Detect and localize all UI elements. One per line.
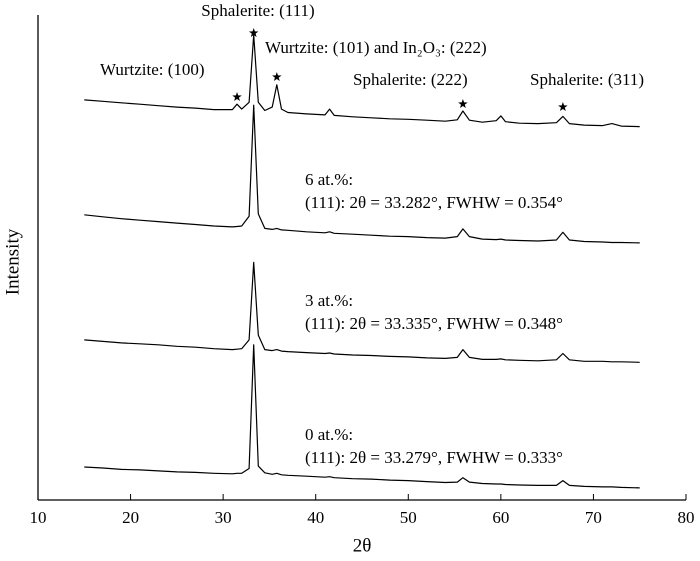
peak-star — [458, 99, 468, 108]
series-note: (111): 2θ = 33.335°, FWHW = 0.348° — [305, 314, 563, 333]
x-tick-label: 70 — [585, 508, 602, 527]
annotation: Sphalerite: (222) — [353, 70, 468, 89]
annotation: Wurtzite: (101) and In₂O₃: (222) — [265, 38, 487, 57]
x-axis-label: 2θ — [353, 535, 372, 556]
x-tick-label: 10 — [30, 508, 47, 527]
x-tick-label: 50 — [400, 508, 417, 527]
x-tick-label: 40 — [307, 508, 324, 527]
y-axis-label: Intensity — [2, 228, 23, 295]
series-line — [84, 344, 640, 489]
series-label: 6 at.%: — [305, 170, 353, 189]
x-tick-label: 30 — [215, 508, 232, 527]
series-line — [84, 261, 640, 363]
series-label: 0 at.%: — [305, 425, 353, 444]
x-tick-label: 80 — [678, 508, 695, 527]
annotation: Sphalerite: (111) — [201, 1, 314, 20]
series-line — [84, 104, 640, 244]
peak-star — [558, 102, 568, 111]
series-line — [84, 34, 640, 128]
x-tick-label: 20 — [122, 508, 139, 527]
annotation: Wurtzite: (100) — [100, 60, 205, 79]
series-note: (111): 2θ = 33.279°, FWHW = 0.333° — [305, 448, 563, 467]
annotation: Sphalerite: (311) — [530, 70, 644, 89]
x-tick-label: 60 — [492, 508, 509, 527]
series-label: 3 at.%: — [305, 291, 353, 310]
series-note: (111): 2θ = 33.282°, FWHW = 0.354° — [305, 193, 563, 212]
peak-star — [248, 28, 259, 37]
peak-star — [272, 72, 282, 81]
peak-star — [232, 92, 242, 101]
